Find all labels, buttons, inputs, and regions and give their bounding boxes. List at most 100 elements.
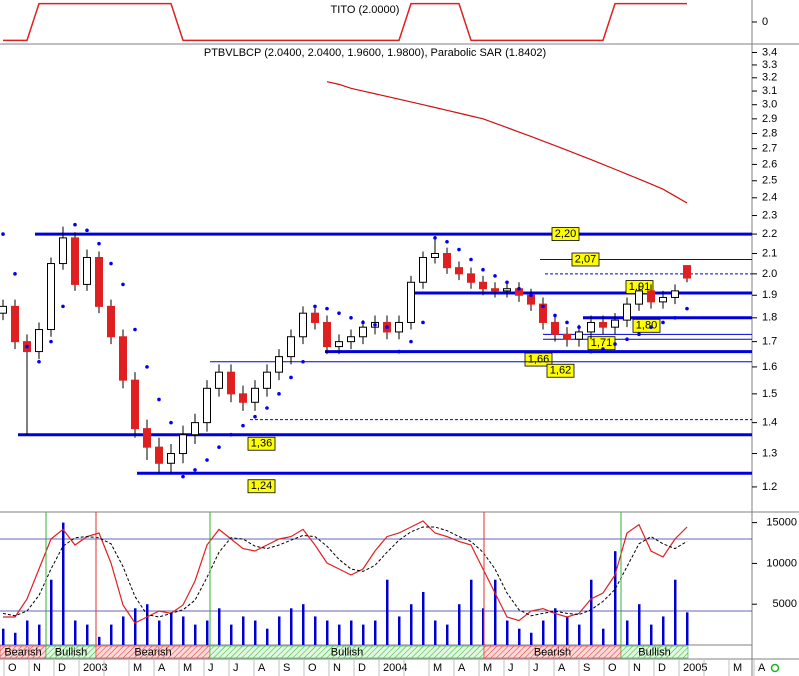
level-label: 1,62: [550, 365, 571, 377]
volume-bar: [110, 624, 113, 645]
sar-dot: [517, 286, 521, 291]
volume-bar: [314, 616, 317, 645]
candle-body: [503, 288, 511, 292]
volume-bar: [602, 628, 605, 645]
candle-body: [167, 453, 175, 464]
candle-body: [551, 321, 559, 335]
volume-bar: [230, 624, 233, 645]
sar-dot: [661, 320, 665, 325]
volume-bar: [26, 620, 29, 645]
sar-dot: [409, 339, 413, 344]
candle-body: [215, 371, 223, 389]
sar-dot: [109, 261, 113, 266]
level-label: 2,07: [575, 253, 596, 265]
volume-bar: [494, 579, 497, 645]
signal-band: [620, 645, 689, 659]
signal-label: Bearish: [534, 646, 571, 658]
y-tick-label: 3.1: [762, 85, 777, 97]
volume-bar: [338, 624, 341, 645]
candle-body: [635, 290, 643, 305]
level-label: 1,66: [528, 353, 549, 365]
candle-body: [587, 321, 595, 333]
volume-bar: [326, 620, 329, 645]
candle-body: [443, 252, 451, 269]
sar-dot: [421, 320, 425, 325]
candle-body: [479, 281, 487, 290]
volume-bar: [554, 608, 557, 645]
candle-body: [0, 305, 7, 314]
volume-bar: [410, 604, 413, 645]
sar-dot: [493, 274, 497, 278]
volume-bar: [158, 620, 161, 645]
candle-body: [119, 336, 127, 381]
x-tick-label: M: [183, 662, 192, 674]
volume-bar: [38, 624, 41, 645]
x-tick-label: A: [158, 662, 166, 674]
volume-bar: [278, 616, 281, 645]
sar-dot: [61, 304, 65, 309]
sar-dot: [325, 306, 329, 311]
level-label: 2,20: [555, 228, 576, 240]
x-tick-label: M: [733, 662, 742, 674]
level-label-box: [551, 227, 580, 241]
candle-body: [599, 321, 607, 328]
sar-dot: [205, 458, 209, 462]
volume-bar: [446, 624, 449, 645]
sar-dot: [121, 282, 125, 287]
sar-dot: [529, 293, 533, 298]
candle-body: [131, 379, 139, 430]
volume-bar: [650, 624, 653, 645]
sar-dot: [469, 257, 473, 262]
sar-dot: [313, 304, 317, 309]
volume-bar: [266, 628, 269, 645]
volume-bar: [146, 604, 149, 645]
candle-body: [95, 256, 103, 307]
candle-body: [359, 326, 367, 338]
candle-body: [491, 288, 499, 292]
volume-bar: [74, 620, 77, 645]
candle-body: [227, 371, 235, 395]
y-tick-label: 1.7: [762, 336, 777, 348]
sar-dot: [373, 323, 377, 327]
volume-bar: [62, 522, 65, 645]
candle-body: [347, 336, 355, 343]
candle-body: [419, 256, 427, 283]
y-tick-label: 1.8: [762, 312, 777, 324]
level-label: 1,36: [251, 438, 272, 450]
volume-bar: [50, 579, 53, 645]
sar-dot: [577, 325, 581, 329]
y-tick-label: 1.2: [762, 481, 777, 493]
x-tick-label: O: [608, 662, 617, 674]
sar-dot: [133, 327, 137, 332]
candle-body: [683, 265, 691, 279]
y-tick-label: 0: [762, 16, 768, 28]
volume-bar: [482, 608, 485, 645]
candle-body: [467, 273, 475, 283]
volume-bar: [242, 616, 245, 645]
candle-body: [563, 333, 571, 340]
volume-bar: [170, 612, 173, 645]
volume-bar: [686, 612, 689, 645]
volume-bar: [302, 604, 305, 645]
volume-bar: [206, 620, 209, 645]
sar-dot: [181, 474, 185, 479]
x-tick-label: S: [583, 662, 590, 674]
volume-bar: [470, 579, 473, 645]
x-tick-label: S: [283, 662, 290, 674]
candle-body: [35, 329, 43, 353]
indicator-title: TITO (2.0000): [331, 4, 400, 16]
volume-bar: [14, 632, 17, 645]
sar-dot: [337, 311, 341, 315]
candle-body: [143, 428, 151, 448]
candle-body: [239, 393, 247, 403]
sar-dot: [241, 423, 245, 428]
candle-body: [575, 331, 583, 340]
signal-label: Bullish: [638, 646, 670, 658]
sar-dot: [541, 304, 545, 309]
level-label-box: [632, 318, 661, 333]
candle-body: [191, 422, 199, 436]
y-tick-label: 1.4: [762, 417, 777, 429]
sar-dot: [193, 468, 197, 472]
candle-body: [323, 321, 331, 348]
